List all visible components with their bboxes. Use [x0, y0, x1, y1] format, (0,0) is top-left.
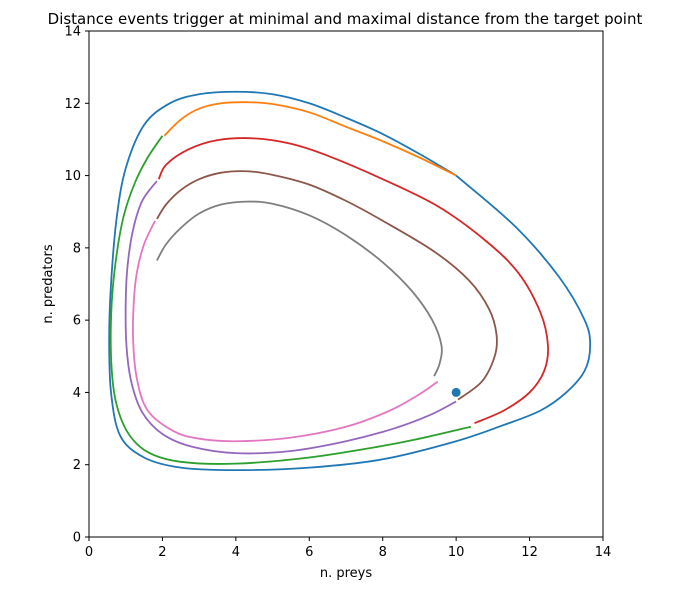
x-tick-label: 10 [448, 545, 465, 560]
series-line-6 [156, 170, 498, 401]
x-tick-label: 0 [85, 545, 93, 560]
series-line-5 [124, 180, 457, 455]
series-line-7 [131, 220, 439, 443]
x-tick-label: 8 [379, 545, 387, 560]
series-line-3 [109, 135, 472, 465]
x-tick-label: 6 [305, 545, 313, 560]
series-line-4 [157, 137, 549, 424]
x-axis-label: n. preys [320, 566, 373, 581]
chart-title: Distance events trigger at minimal and m… [48, 10, 643, 28]
y-tick-label: 6 [73, 314, 81, 329]
y-tick-label: 10 [64, 169, 81, 184]
y-tick-label: 8 [73, 241, 81, 256]
y-tick-label: 0 [73, 531, 81, 546]
series-line-8 [156, 200, 443, 377]
target-point-marker [451, 387, 461, 397]
marker-layer [451, 387, 461, 397]
plot-frame [88, 30, 604, 538]
series-layer [108, 90, 592, 472]
y-tick-label: 2 [73, 458, 81, 473]
y-tick-label: 12 [64, 97, 81, 112]
series-line-2 [163, 101, 457, 177]
x-tick-label: 4 [232, 545, 240, 560]
y-tick-label: 4 [73, 386, 81, 401]
y-tick-label: 14 [64, 25, 81, 40]
y-axis-label: n. predators [41, 244, 56, 323]
x-axis-ticks: 0 2 4 6 8 10 12 14 [85, 537, 611, 560]
x-tick-label: 12 [521, 545, 538, 560]
x-tick-label: 14 [595, 545, 612, 560]
series-line-1 [108, 90, 592, 472]
x-tick-label: 2 [158, 545, 166, 560]
y-axis-ticks: 0 2 4 6 8 10 12 14 [64, 25, 89, 546]
